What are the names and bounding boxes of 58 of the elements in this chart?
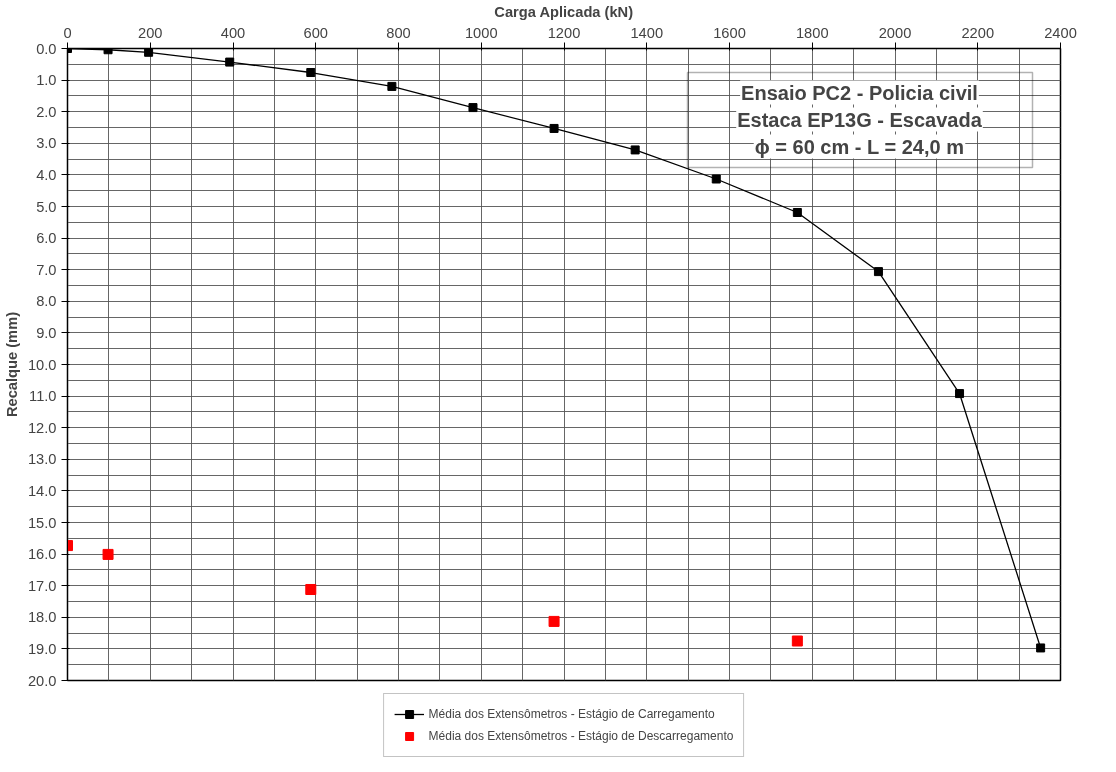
x-tick-label: 1200 — [547, 24, 581, 41]
annotation: ϕ = 60 cm - L = 24,0 m — [754, 135, 964, 158]
y-tick-label: 17.0 — [27, 577, 57, 594]
y-tick-label: 8.0 — [36, 293, 57, 310]
y-tick-label: 6.0 — [36, 230, 57, 247]
x-axis-title: Carga Aplicada (kN) — [494, 3, 634, 20]
point — [1036, 643, 1046, 653]
point — [103, 48, 113, 55]
point — [387, 81, 397, 91]
point — [144, 48, 154, 57]
y-tick-label: 5.0 — [36, 198, 57, 215]
x-tick-label: 1000 — [464, 24, 498, 41]
annotation: Estaca EP13G - Escavada — [737, 108, 983, 131]
y-tick-label: 19.0 — [27, 640, 57, 657]
y-tick-label: 12.0 — [27, 419, 57, 436]
point — [225, 57, 235, 67]
y-axis-title: Recalque (mm) — [3, 311, 20, 418]
y-tick-label: 9.0 — [36, 324, 57, 341]
x-tick-label: 1800 — [795, 24, 829, 41]
y-tick-label: 18.0 — [27, 609, 57, 626]
point — [306, 68, 316, 78]
x-tick-label: 400 — [220, 24, 246, 41]
point — [102, 548, 114, 560]
point — [792, 208, 802, 217]
point — [548, 615, 560, 627]
legend-label: Média dos Extensômetros - Estágio de Descarregamento — [428, 729, 734, 743]
y-tick-label: 0.0 — [36, 40, 57, 57]
y-tick-label: 4.0 — [36, 166, 57, 183]
y-tick-label: 13.0 — [27, 451, 57, 468]
x-tick-label: 1600 — [713, 24, 746, 41]
y-tick-label: 15.0 — [27, 514, 57, 531]
point — [468, 103, 478, 113]
x-tick-label: 200 — [138, 24, 163, 41]
x-tick-label: 0 — [63, 24, 72, 41]
y-tick-label: 10.0 — [27, 356, 57, 373]
y-tick-label: 1.0 — [36, 72, 57, 89]
point — [791, 635, 803, 647]
annotation: Ensaio PC2 - Policia civil — [741, 81, 978, 104]
point — [955, 389, 965, 399]
y-tick-label: 20.0 — [27, 672, 57, 689]
point — [630, 145, 640, 155]
y-tick-label: 11.0 — [29, 388, 57, 405]
x-tick-label: 1400 — [630, 24, 664, 41]
point — [549, 123, 559, 133]
x-tick-label: 600 — [303, 24, 328, 41]
point — [873, 267, 883, 277]
point — [711, 174, 721, 184]
legend-label: Média dos Extensômetros - Estágio de Carregamento — [428, 707, 715, 721]
x-tick-label: 2000 — [878, 24, 912, 41]
x-tick-label: 2400 — [1044, 24, 1077, 41]
x-tick-label: 2200 — [961, 24, 995, 41]
y-tick-label: 2.0 — [36, 103, 57, 120]
x-tick-label: 800 — [386, 24, 411, 41]
point — [305, 583, 317, 595]
y-tick-label: 7.0 — [36, 261, 57, 278]
y-tick-label: 16.0 — [27, 546, 57, 563]
y-tick-label: 3.0 — [36, 135, 57, 152]
y-tick-label: 14.0 — [27, 482, 57, 499]
